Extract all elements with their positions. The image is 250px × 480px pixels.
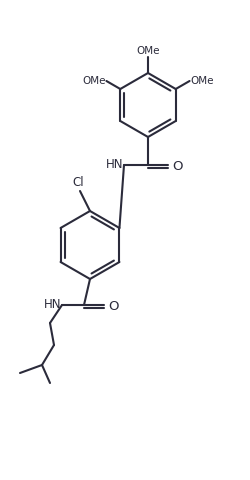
Text: O: O (108, 300, 118, 313)
Text: O: O (172, 160, 182, 173)
Text: HN: HN (106, 157, 123, 170)
Text: OMe: OMe (136, 46, 160, 56)
Text: HN: HN (44, 298, 61, 311)
Text: OMe: OMe (82, 76, 106, 86)
Text: OMe: OMe (190, 76, 214, 86)
Text: Cl: Cl (72, 176, 84, 189)
